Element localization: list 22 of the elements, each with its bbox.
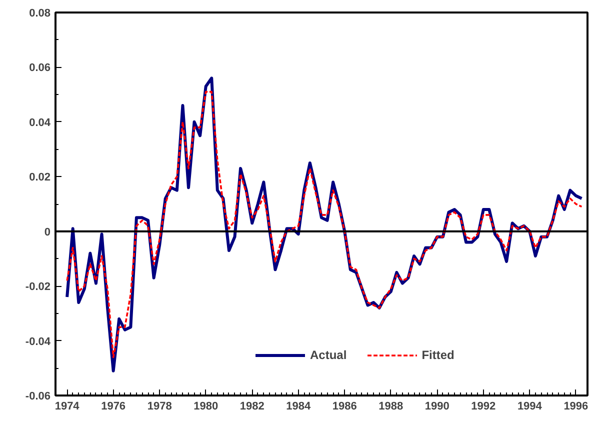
x-tick-label: 1976: [101, 400, 126, 412]
y-tick-label: -0.02: [25, 281, 51, 294]
x-tick-label: 1996: [564, 400, 588, 412]
legend-label: Actual: [310, 348, 347, 362]
y-tick-label: -0.04: [25, 336, 52, 348]
y-tick-label: 0.02: [29, 172, 51, 184]
x-tick-label: 1982: [240, 400, 264, 412]
y-tick-label: 0.04: [29, 116, 52, 129]
x-tick-label: 1994: [517, 400, 543, 412]
x-tick-label: 1980: [194, 400, 218, 412]
y-tick-label: 0.08: [29, 8, 51, 20]
legend-label: Fitted: [422, 348, 454, 362]
x-tick-label: 1986: [332, 400, 357, 412]
y-tick-label: 0: [44, 226, 51, 238]
x-tick-label: 1992: [471, 400, 496, 412]
x-tick-label: 1978: [147, 400, 172, 412]
x-tick-label: 1984: [286, 400, 312, 412]
x-tick-label: 1974: [54, 400, 80, 412]
x-tick-label: 1988: [378, 400, 404, 412]
y-tick-label: 0.06: [29, 62, 51, 74]
x-tick-label: 1990: [424, 400, 450, 412]
y-tick-label: -0.06: [25, 390, 51, 402]
